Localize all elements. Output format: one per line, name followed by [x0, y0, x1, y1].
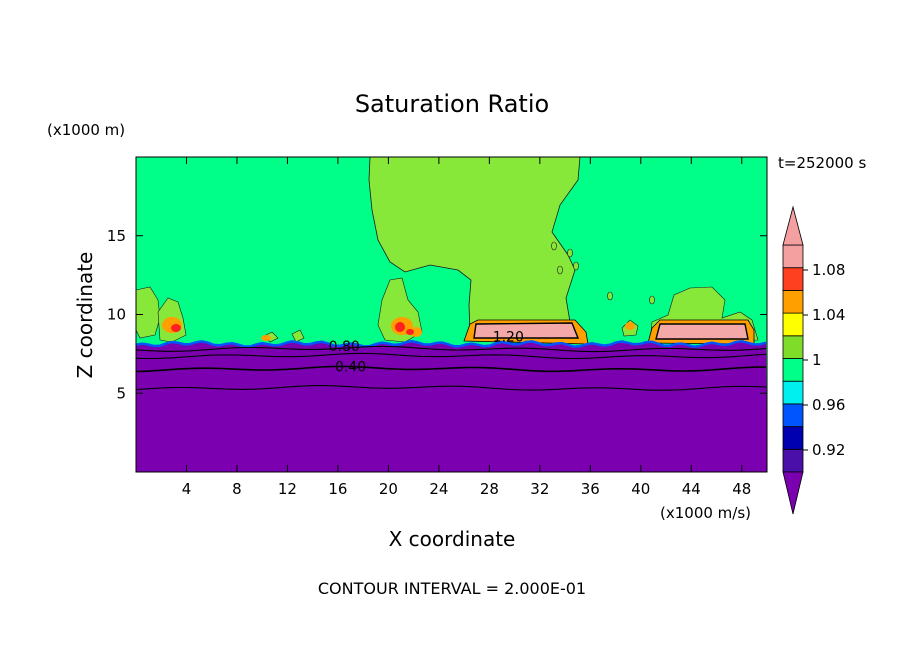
saturated-speck [649, 295, 655, 305]
colorbar-label: 1.04 [812, 306, 845, 324]
colorbar-label: 0.92 [812, 441, 845, 459]
x-tick-label: 20 [379, 480, 398, 498]
colorbar-label: 1.08 [812, 261, 845, 279]
cloud-core-2 [655, 323, 749, 340]
colorbar-band [782, 244, 804, 269]
x-tick-label: 36 [581, 480, 600, 498]
y-tick-label: 5 [116, 384, 126, 402]
contour-labels: 0.80 0.40 1.20 [329, 330, 524, 376]
saturated-speck [557, 265, 563, 275]
colorbar-over-arrow [782, 205, 804, 246]
x-axis: 4 8 12 16 20 24 28 32 36 40 44 48 [182, 157, 751, 498]
y-tick-label: 10 [107, 306, 126, 324]
y-unit-label: (x1000 m) [47, 121, 125, 139]
x-tick-label: 48 [732, 480, 751, 498]
colorbar-label: 0.96 [812, 396, 845, 414]
contour-label: 0.80 [329, 339, 360, 355]
saturated-patch-left [135, 286, 161, 339]
y-tick-label: 15 [107, 227, 126, 245]
colorbar-band [782, 267, 804, 291]
supersaturated-core [406, 329, 414, 335]
cloud-core-1 [473, 322, 580, 339]
x-tick-label: 40 [631, 480, 650, 498]
supersaturated-core [395, 322, 405, 332]
x-tick-label: 12 [278, 480, 297, 498]
saturated-speck [573, 261, 579, 271]
contour-label: 1.20 [493, 330, 524, 346]
contour-line [135, 365, 766, 373]
x-tick-label: 16 [328, 480, 347, 498]
y-axis: 5 10 15 [107, 227, 767, 402]
chart-title: Saturation Ratio [355, 90, 549, 118]
colorbar-band [782, 403, 804, 427]
supersaturated-blob [410, 327, 422, 337]
saturated-speck [551, 241, 557, 251]
saturated-speck [607, 291, 613, 301]
colorbar-label: 1 [812, 351, 822, 369]
colorbar-band [782, 358, 804, 382]
contour-line [135, 345, 767, 353]
x-tick-label: 32 [530, 480, 549, 498]
plot-area [135, 156, 768, 473]
contour-line [135, 385, 767, 391]
colorbar: 0.92 0.96 1 1.04 1.08 [782, 205, 845, 515]
x-tick-label: 8 [232, 480, 242, 498]
saturated-patch-x13 [291, 329, 305, 343]
x-tick-label: 44 [682, 480, 701, 498]
colorbar-band [782, 448, 804, 473]
x-tick-label: 24 [429, 480, 448, 498]
supersaturated-core [171, 324, 181, 332]
colorbar-band [782, 289, 804, 314]
supersaturated-blob [261, 335, 271, 341]
dry-layer [136, 342, 767, 472]
saturated-speck [567, 248, 573, 258]
x-axis-label: X coordinate [389, 527, 516, 551]
colorbar-band [782, 426, 804, 450]
contour-interval-footer: CONTOUR INTERVAL = 2.000E-01 [318, 579, 586, 598]
x-unit-label: (x1000 m/s) [660, 504, 751, 522]
x-tick-label: 4 [182, 480, 192, 498]
contour-line [135, 352, 767, 360]
supersaturated-blob [625, 322, 635, 330]
time-label: t=252000 s [778, 154, 866, 172]
blue-transition-band [135, 339, 767, 348]
contour-label: 0.40 [335, 359, 366, 375]
colorbar-under-arrow [782, 471, 804, 515]
colorbar-band [782, 335, 804, 359]
y-axis-label: Z coordinate [73, 252, 97, 379]
colorbar-band [782, 312, 804, 337]
x-tick-label: 28 [480, 480, 499, 498]
colorbar-band [782, 380, 804, 405]
